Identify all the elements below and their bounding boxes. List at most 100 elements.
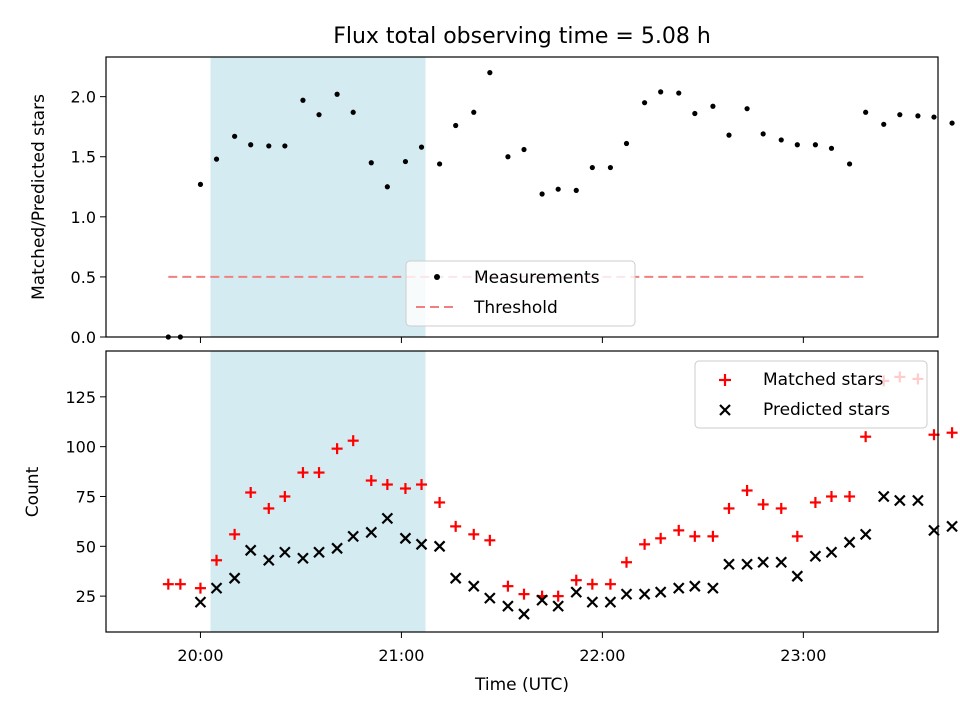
- predicted-star-marker: [604, 596, 617, 608]
- legend-matched-label: Matched stars: [763, 370, 883, 390]
- ratio-y-tick-label: 1.0: [71, 208, 96, 227]
- predicted-star-marker: [467, 580, 480, 592]
- measurement-point: [863, 109, 869, 115]
- ratio-y-tick-label: 0.5: [71, 268, 96, 287]
- measurement-point: [437, 161, 443, 167]
- time-x-tick-label: 22:00: [579, 646, 625, 665]
- matched-star-marker: [229, 528, 241, 540]
- matched-star-marker: [604, 578, 616, 590]
- matched-star-marker: [484, 534, 496, 546]
- measurement-point: [350, 109, 356, 115]
- measurement-point: [658, 89, 664, 95]
- predicted-star-marker: [415, 538, 428, 551]
- ratio-y-tick-label: 0.0: [71, 328, 96, 347]
- measurement-point: [897, 112, 903, 118]
- predicted-star-marker: [347, 530, 359, 543]
- predicted-star-marker: [399, 532, 412, 545]
- matched-star-marker: [757, 498, 769, 510]
- matched-star-marker: [741, 485, 753, 497]
- predicted-star-marker: [484, 592, 496, 604]
- measurement-point: [641, 100, 648, 106]
- matched-star-marker: [245, 486, 257, 498]
- count-y-axis: 25 50 75 100 125: [65, 388, 106, 606]
- matched-star-marker: [570, 574, 582, 586]
- matched-star-marker: [621, 556, 633, 568]
- observing-window-shade-bottom: [210, 351, 426, 632]
- matched-star-marker: [639, 538, 651, 550]
- matched-star-marker: [450, 520, 462, 532]
- matched-star-marker: [707, 530, 719, 542]
- measurement-point: [949, 120, 955, 126]
- matched-stars-markers: [162, 371, 958, 602]
- measurement-point: [282, 143, 288, 149]
- measurement-point: [589, 164, 595, 171]
- count-panel-frame: [105, 350, 939, 633]
- time-x-tick-label: 21:00: [378, 646, 424, 665]
- ratio-panel-frame: [105, 56, 939, 338]
- measurement-point: [726, 132, 732, 138]
- matched-star-marker: [860, 431, 872, 443]
- measurement-point: [623, 140, 630, 147]
- predicted-star-marker: [707, 582, 719, 594]
- ratio-y-tick-label: 1.5: [71, 148, 96, 167]
- matched-star-marker: [381, 479, 393, 491]
- ratio-y-tick-label: 2.0: [71, 88, 96, 107]
- matched-star-marker: [416, 479, 428, 491]
- legend-matched-marker: [719, 374, 731, 386]
- matched-star-marker: [297, 467, 309, 479]
- count-y-tick-label: 50: [76, 537, 96, 556]
- measurement-point: [846, 161, 853, 167]
- legend-predicted-label: Predicted stars: [763, 400, 890, 420]
- matched-star-marker: [331, 443, 343, 455]
- predicted-star-marker: [877, 490, 890, 503]
- measurement-point: [471, 109, 477, 115]
- predicted-star-marker: [570, 586, 583, 598]
- predicted-star-marker: [449, 572, 462, 584]
- matched-star-marker: [468, 528, 480, 540]
- predicted-star-marker: [536, 594, 548, 606]
- observing-window-shade: [210, 57, 426, 337]
- count-y-tick-label: 75: [76, 487, 96, 506]
- measurement-point: [232, 133, 238, 139]
- measurement-point: [812, 142, 819, 148]
- measurement-point: [197, 181, 204, 187]
- matched-star-marker: [502, 580, 514, 592]
- predicted-star-marker: [297, 552, 309, 565]
- measurement-point: [402, 158, 409, 165]
- measurement-point: [505, 154, 511, 160]
- ratio-y-axis-label: Matched/Predicted stars: [29, 94, 49, 300]
- measurement-point: [316, 112, 322, 118]
- ratio-legend-box: [405, 260, 636, 327]
- matched-star-marker: [655, 532, 667, 544]
- matched-star-marker: [825, 490, 837, 502]
- matched-star-marker: [174, 578, 186, 590]
- measurement-point: [778, 137, 784, 143]
- measurement-point: [418, 144, 425, 150]
- matched-star-marker: [263, 502, 275, 514]
- measurement-points: [165, 70, 955, 340]
- matched-star-marker: [775, 502, 787, 514]
- measurement-point: [555, 186, 561, 192]
- matched-star-marker: [723, 502, 735, 514]
- measurement-point: [248, 142, 254, 148]
- predicted-star-marker: [210, 582, 223, 594]
- matched-star-marker: [162, 578, 174, 590]
- measurement-point: [760, 131, 766, 137]
- ratio-y-axis: 0.0 0.5 1.0 1.5 2.0: [71, 88, 106, 347]
- matched-star-marker: [689, 530, 701, 542]
- predicted-star-marker: [279, 546, 291, 559]
- ratio-x-ticks: [199, 337, 804, 343]
- count-y-tick-label: 100: [65, 438, 96, 457]
- measurement-point: [453, 122, 459, 129]
- predicted-star-marker: [775, 556, 788, 569]
- matched-star-marker: [844, 490, 856, 502]
- matched-star-marker: [809, 496, 821, 508]
- measurement-point: [539, 191, 545, 197]
- predicted-star-marker: [912, 494, 924, 507]
- predicted-star-marker: [638, 588, 651, 600]
- measurement-point: [521, 146, 527, 153]
- measurement-point: [744, 106, 750, 112]
- measurement-point: [931, 114, 937, 120]
